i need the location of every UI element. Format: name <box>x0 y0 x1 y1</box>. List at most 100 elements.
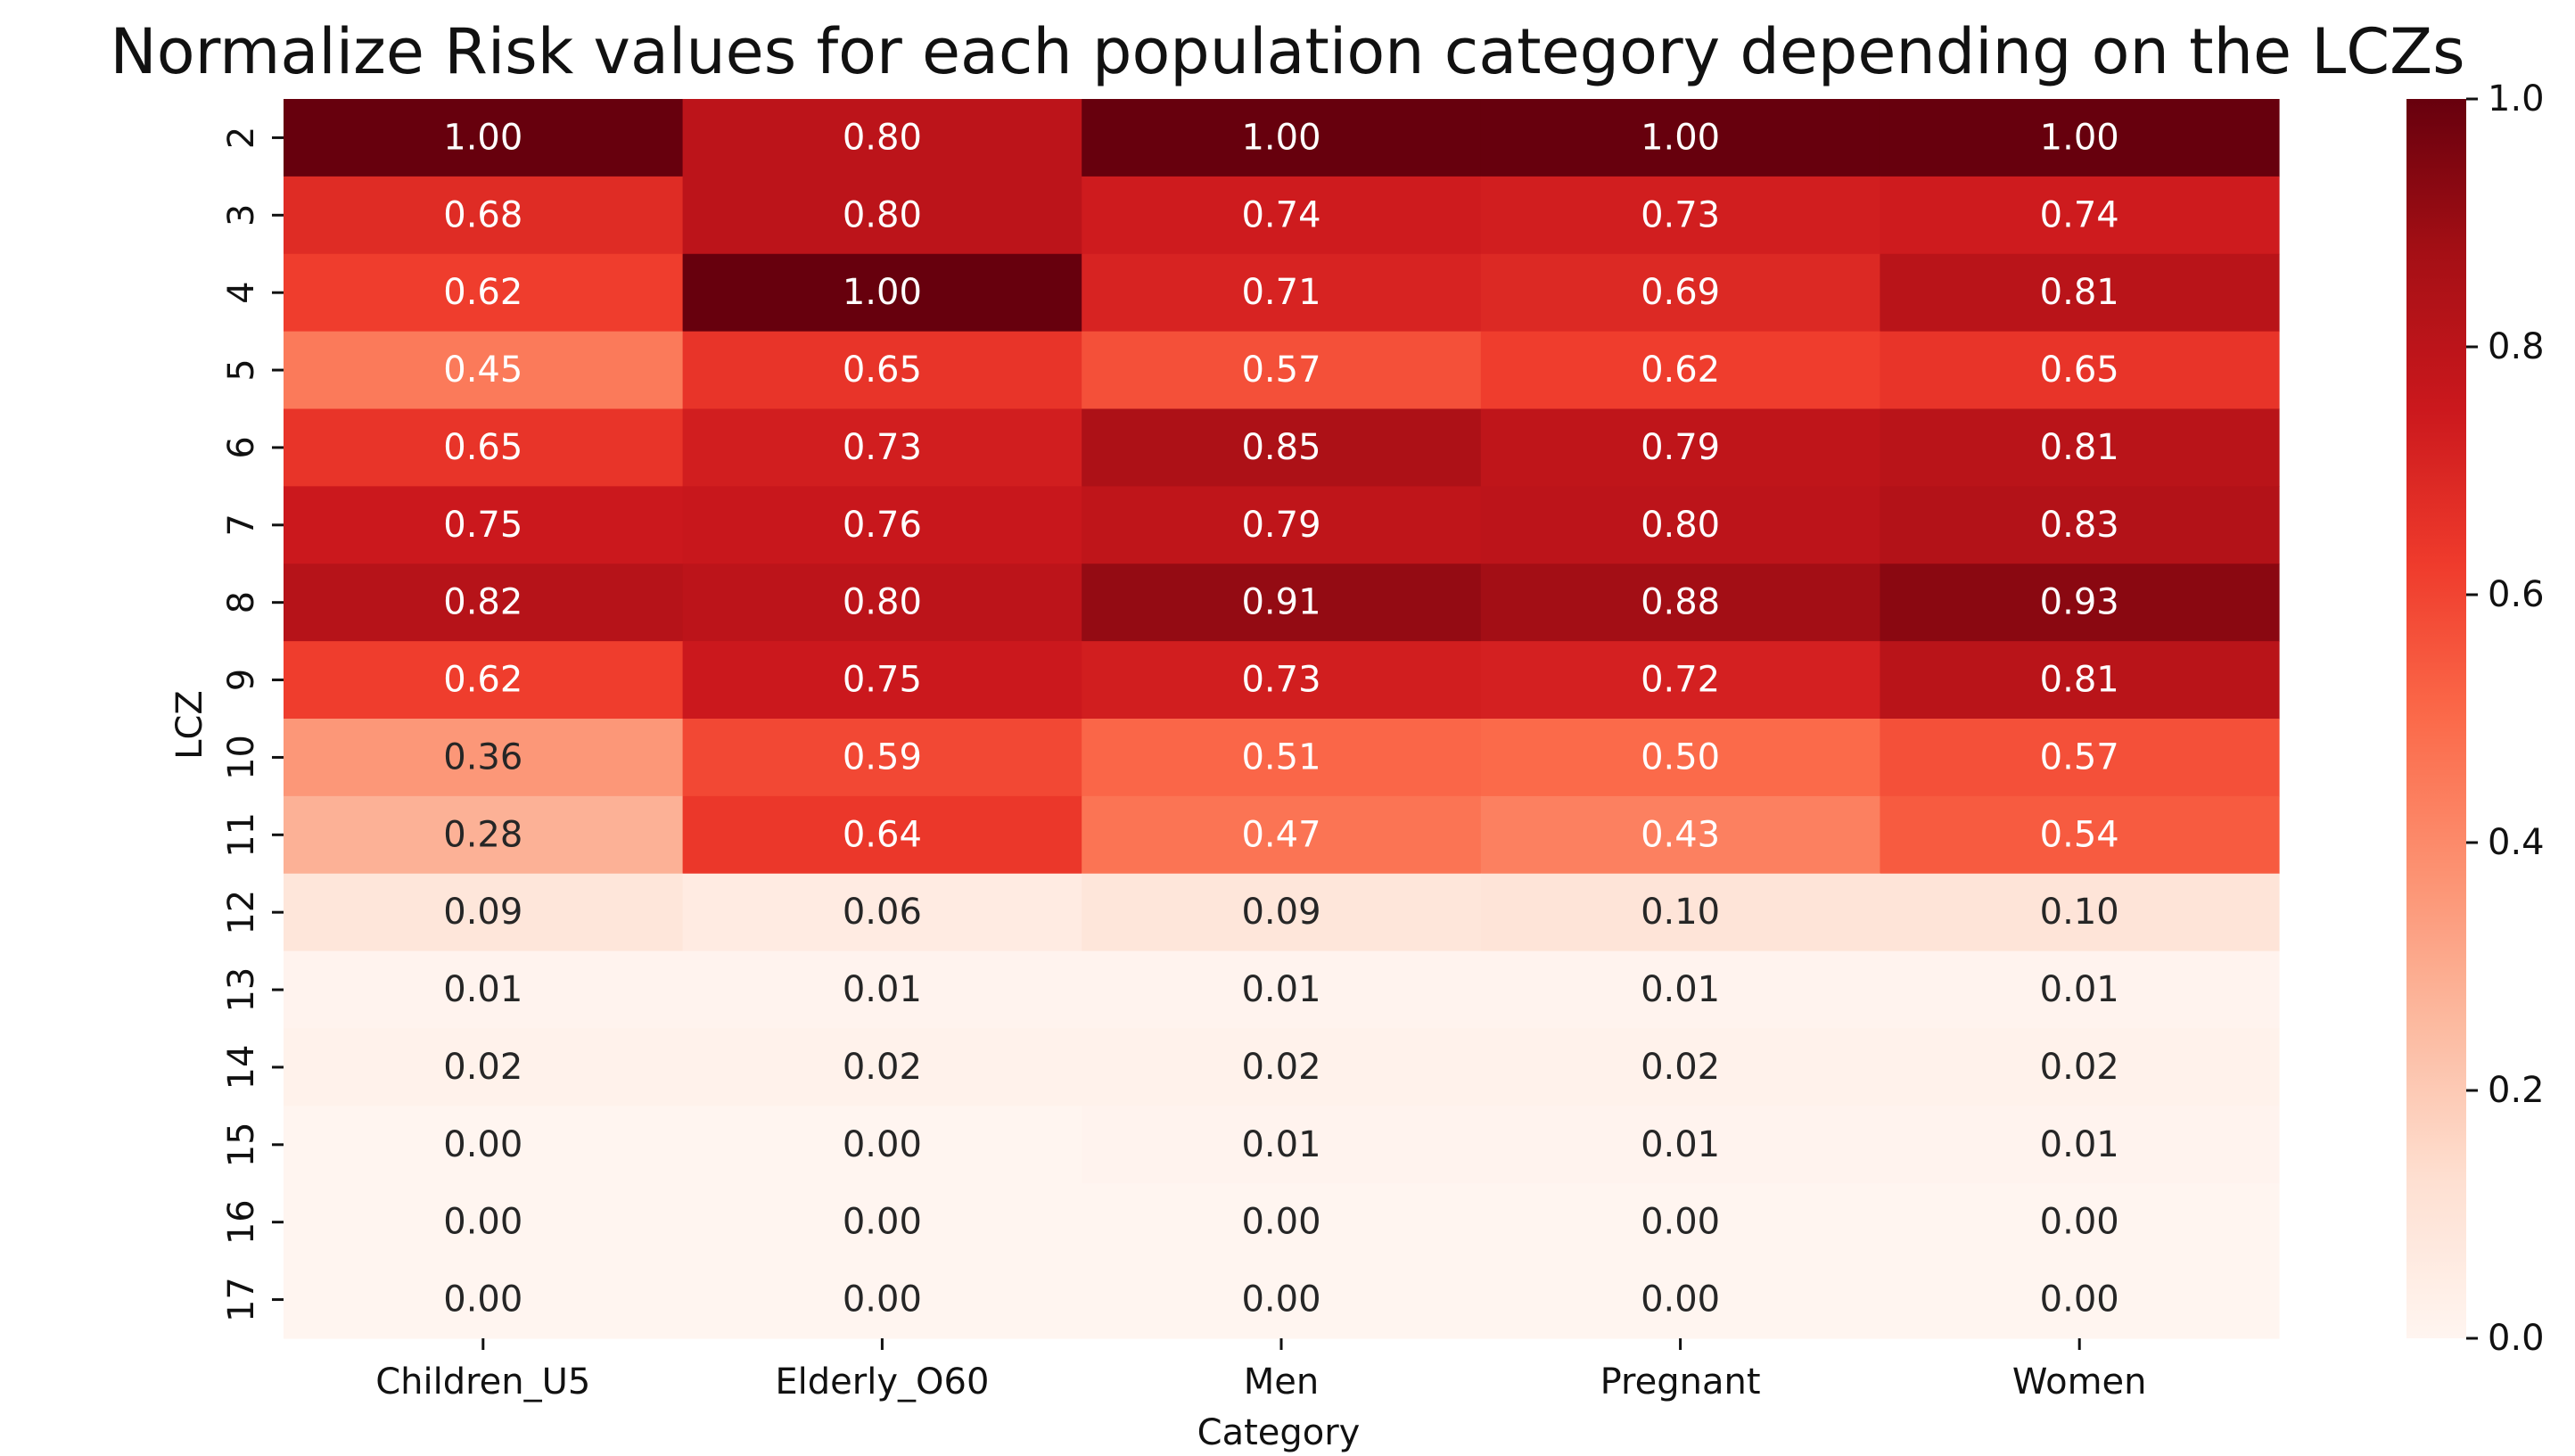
heatmap-cell <box>1880 795 2280 875</box>
cell-value-label: 0.00 <box>843 1124 922 1165</box>
cell-value-label: 0.81 <box>2040 660 2119 701</box>
y-tick-label: 7 <box>221 514 262 536</box>
heatmap-cell <box>1480 176 1880 255</box>
heatmap-cell <box>682 331 1082 410</box>
colorbar <box>2406 99 2466 1338</box>
cell-value-label: 0.00 <box>443 1124 522 1165</box>
heatmap-cell <box>1880 1183 2280 1262</box>
heatmap-cell <box>1880 99 2280 177</box>
cell-value-label: 0.57 <box>1241 350 1320 391</box>
heatmap-cell <box>1480 331 1880 410</box>
cell-value-label: 0.01 <box>1241 969 1320 1010</box>
x-axis: Children_U5 Elderly_O60 Men Pregnant Women <box>375 1338 2147 1403</box>
cell-value-label: 0.01 <box>1641 1124 1720 1165</box>
cell-value-label: 0.79 <box>1641 427 1720 468</box>
heatmap-cell <box>1480 253 1880 333</box>
cell-value-label: 0.72 <box>1641 660 1720 701</box>
colorbar-tick-label: 0.4 <box>2488 822 2545 863</box>
y-tick-label: 2 <box>221 127 262 149</box>
heatmap-cell <box>682 1261 1082 1339</box>
cell-value-label: 0.06 <box>843 892 922 933</box>
cell-value-label: 0.45 <box>443 350 522 391</box>
heatmap-cell <box>1880 719 2280 797</box>
heatmap-cell <box>682 1183 1082 1262</box>
y-tick-label: 9 <box>221 669 262 691</box>
cell-value-label: 0.01 <box>443 969 522 1010</box>
cell-value-label: 0.01 <box>1641 969 1720 1010</box>
heatmap-cell <box>1480 1183 1880 1262</box>
y-tick-label: 3 <box>221 204 262 226</box>
heatmap-cell <box>284 641 684 720</box>
heatmap-cell <box>1082 563 1482 642</box>
cell-value-label: 0.00 <box>1641 1202 1720 1243</box>
heatmap-cell <box>682 1028 1082 1106</box>
heatmap-cell <box>1880 950 2280 1030</box>
cell-value-label: 0.01 <box>2040 969 2119 1010</box>
heatmap-cell <box>1082 99 1482 177</box>
x-axis-label: Category <box>1197 1412 1361 1453</box>
heatmap-cell <box>1880 486 2280 564</box>
heatmap-cell <box>284 950 684 1030</box>
heatmap-cell <box>682 873 1082 952</box>
cell-value-label: 0.81 <box>2040 427 2119 468</box>
heatmap-cell <box>1082 486 1482 564</box>
heatmap-cell <box>284 486 684 564</box>
heatmap-cell <box>1480 641 1880 720</box>
heatmap-cell <box>682 795 1082 875</box>
chart-title: Normalize Risk values for each populatio… <box>110 15 2464 88</box>
heatmap-cell <box>284 1261 684 1339</box>
heatmap-cell <box>284 873 684 952</box>
heatmap-cell <box>1880 873 2280 952</box>
cell-value-label: 0.00 <box>843 1202 922 1243</box>
heatmap-cell <box>284 253 684 333</box>
heatmap-cell <box>1082 1028 1482 1106</box>
heatmap-cell <box>284 1028 684 1106</box>
cell-value-label: 1.00 <box>1241 117 1320 158</box>
cell-value-label: 0.81 <box>2040 272 2119 313</box>
cell-value-label: 0.51 <box>1241 736 1320 777</box>
heatmap-cell <box>284 331 684 410</box>
cell-value-label: 0.01 <box>2040 1124 2119 1165</box>
cell-value-label: 0.73 <box>1641 194 1720 235</box>
heatmap-cell <box>1082 795 1482 875</box>
cell-value-label: 0.00 <box>443 1202 522 1243</box>
cell-value-label: 0.10 <box>1641 892 1720 933</box>
heatmap-cell <box>682 641 1082 720</box>
heatmap-cell <box>1480 486 1880 564</box>
cell-value-label: 0.62 <box>443 272 522 313</box>
cell-value-label: 0.65 <box>843 350 922 391</box>
cell-value-label: 0.80 <box>843 582 922 623</box>
heatmap-cell <box>284 719 684 797</box>
cell-value-label: 0.62 <box>443 660 522 701</box>
y-tick-label: 12 <box>221 890 262 935</box>
cell-value-label: 0.65 <box>2040 350 2119 391</box>
cell-value-label: 1.00 <box>2040 117 2119 158</box>
heatmap-cell <box>682 950 1082 1030</box>
cell-value-label: 0.43 <box>1641 814 1720 855</box>
cell-value-label: 1.00 <box>1641 117 1720 158</box>
heatmap-cell <box>1480 719 1880 797</box>
heatmap-cell <box>1480 950 1880 1030</box>
heatmap-cell <box>682 563 1082 642</box>
cell-value-label: 0.02 <box>1641 1047 1720 1088</box>
x-tick-label: Pregnant <box>1600 1361 1761 1403</box>
heatmap-cell <box>1480 873 1880 952</box>
x-tick-label: Women <box>2012 1361 2147 1403</box>
cell-value-label: 0.00 <box>843 1279 922 1320</box>
cell-value-label: 0.59 <box>843 736 922 777</box>
heatmap-cell <box>682 176 1082 255</box>
cell-value-label: 0.28 <box>443 814 522 855</box>
cell-value-label: 0.02 <box>843 1047 922 1088</box>
cell-value-label: 0.91 <box>1241 582 1320 623</box>
y-tick-label: 15 <box>221 1122 262 1167</box>
heatmap-cell <box>1082 1106 1482 1184</box>
cell-value-label: 0.00 <box>1241 1279 1320 1320</box>
cell-value-label: 0.85 <box>1241 427 1320 468</box>
heatmap-cell <box>284 176 684 255</box>
cell-value-label: 0.02 <box>443 1047 522 1088</box>
cell-value-label: 0.57 <box>2040 736 2119 777</box>
cell-value-label: 0.47 <box>1241 814 1320 855</box>
colorbar-tick-label: 0.6 <box>2488 574 2545 615</box>
heatmap-cell <box>1082 1261 1482 1339</box>
cell-value-label: 0.00 <box>1241 1202 1320 1243</box>
